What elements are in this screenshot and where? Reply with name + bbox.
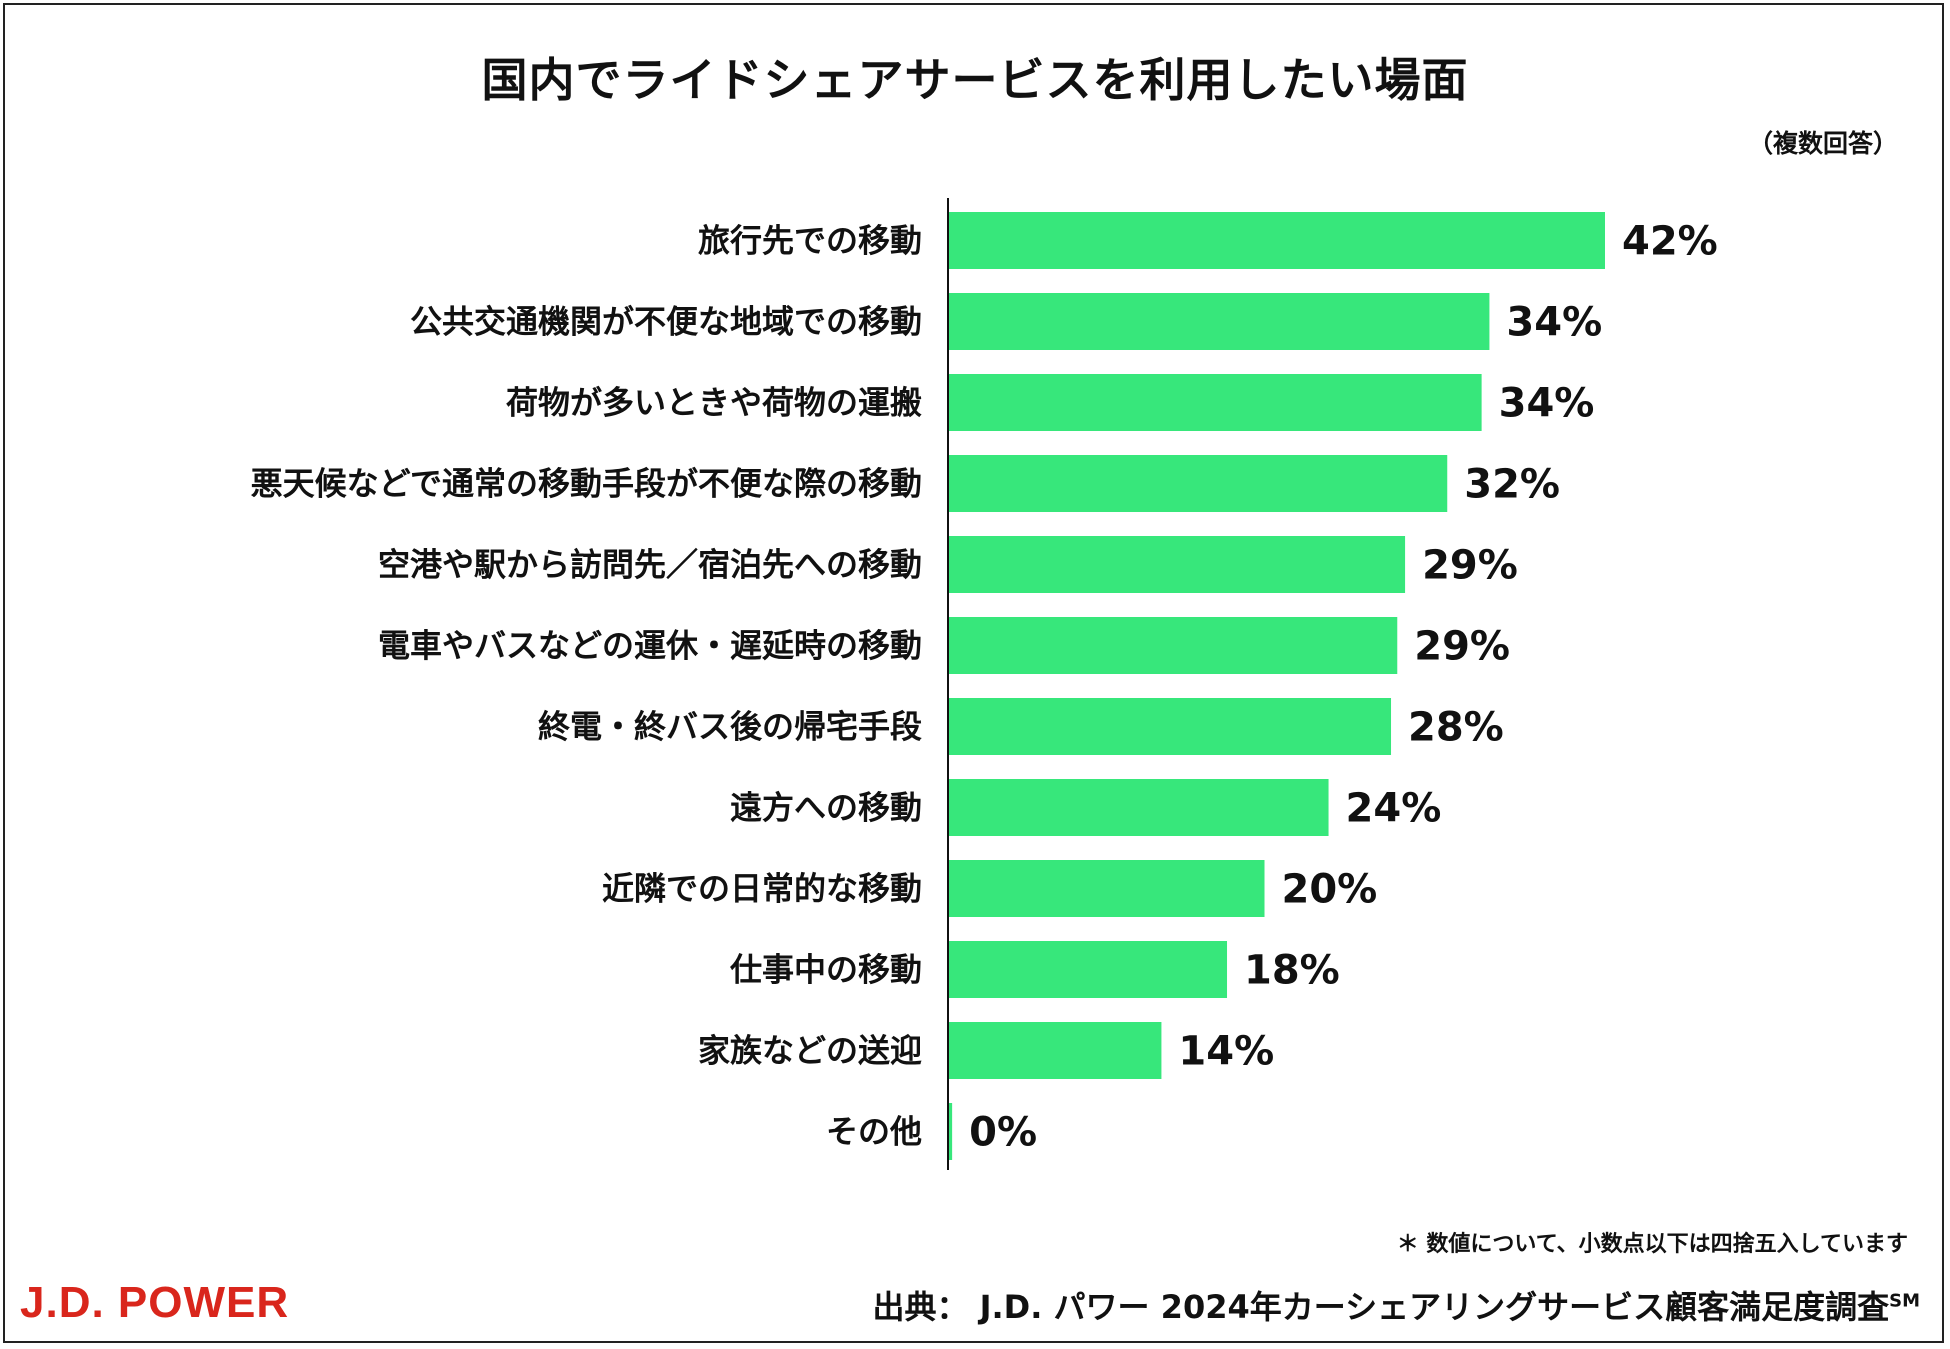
multiple-answer-note: （複数回答） [1747, 129, 1898, 158]
category-label: 近隣での日常的な移動 [602, 870, 922, 908]
rounding-footnote: ＊ 数値について、小数点以下は四捨五入しています [1396, 1232, 1908, 1257]
value-label: 29% [1422, 543, 1518, 589]
jd-power-logo: J.D. POWER [20, 1278, 290, 1327]
source-superscript: SM [1889, 1290, 1920, 1312]
source-credit: 出典： J.D. パワー 2024年カーシェアリングサービス顧客満足度調査SM [872, 1282, 1920, 1328]
value-label: 20% [1282, 867, 1378, 913]
bar [949, 536, 1406, 593]
bar [949, 455, 1448, 512]
category-label: 旅行先での移動 [698, 222, 922, 260]
value-label: 28% [1408, 705, 1504, 751]
bar [949, 698, 1392, 755]
category-label: その他 [826, 1113, 922, 1151]
bar [949, 374, 1482, 431]
bar [949, 212, 1605, 269]
category-label: 電車やバスなどの運休・遅延時の移動 [378, 627, 922, 665]
value-label: 34% [1506, 300, 1602, 346]
value-label: 0% [969, 1110, 1037, 1156]
category-label: 公共交通機関が不便な地域での移動 [410, 303, 922, 341]
bar [949, 617, 1398, 674]
category-label: 荷物が多いときや荷物の運搬 [506, 384, 922, 422]
bar [949, 1022, 1162, 1079]
chart-title: 国内でライドシェアサービスを利用したい場面 [481, 53, 1469, 107]
value-label: 34% [1499, 381, 1595, 427]
value-label: 14% [1178, 1029, 1274, 1075]
category-label: 仕事中の移動 [730, 951, 922, 989]
bar [949, 293, 1490, 350]
value-label: 32% [1464, 462, 1560, 508]
value-label: 29% [1414, 624, 1510, 670]
bar [949, 860, 1265, 917]
category-label: 終電・終バス後の帰宅手段 [538, 708, 922, 746]
value-label: 18% [1244, 948, 1340, 994]
value-label: 24% [1346, 786, 1442, 832]
source-text: 出典： J.D. パワー 2024年カーシェアリングサービス顧客満足度調査 [872, 1288, 1890, 1326]
category-label: 遠方への移動 [730, 789, 922, 827]
category-label: 悪天候などで通常の移動手段が不便な際の移動 [251, 465, 922, 503]
bar [949, 1103, 953, 1160]
value-label: 42% [1622, 219, 1718, 265]
category-label: 家族などの送迎 [698, 1032, 922, 1070]
category-label: 空港や駅から訪問先／宿泊先への移動 [378, 546, 922, 584]
bar [949, 941, 1228, 998]
bar [949, 779, 1329, 836]
chart-frame [3, 3, 1944, 1343]
